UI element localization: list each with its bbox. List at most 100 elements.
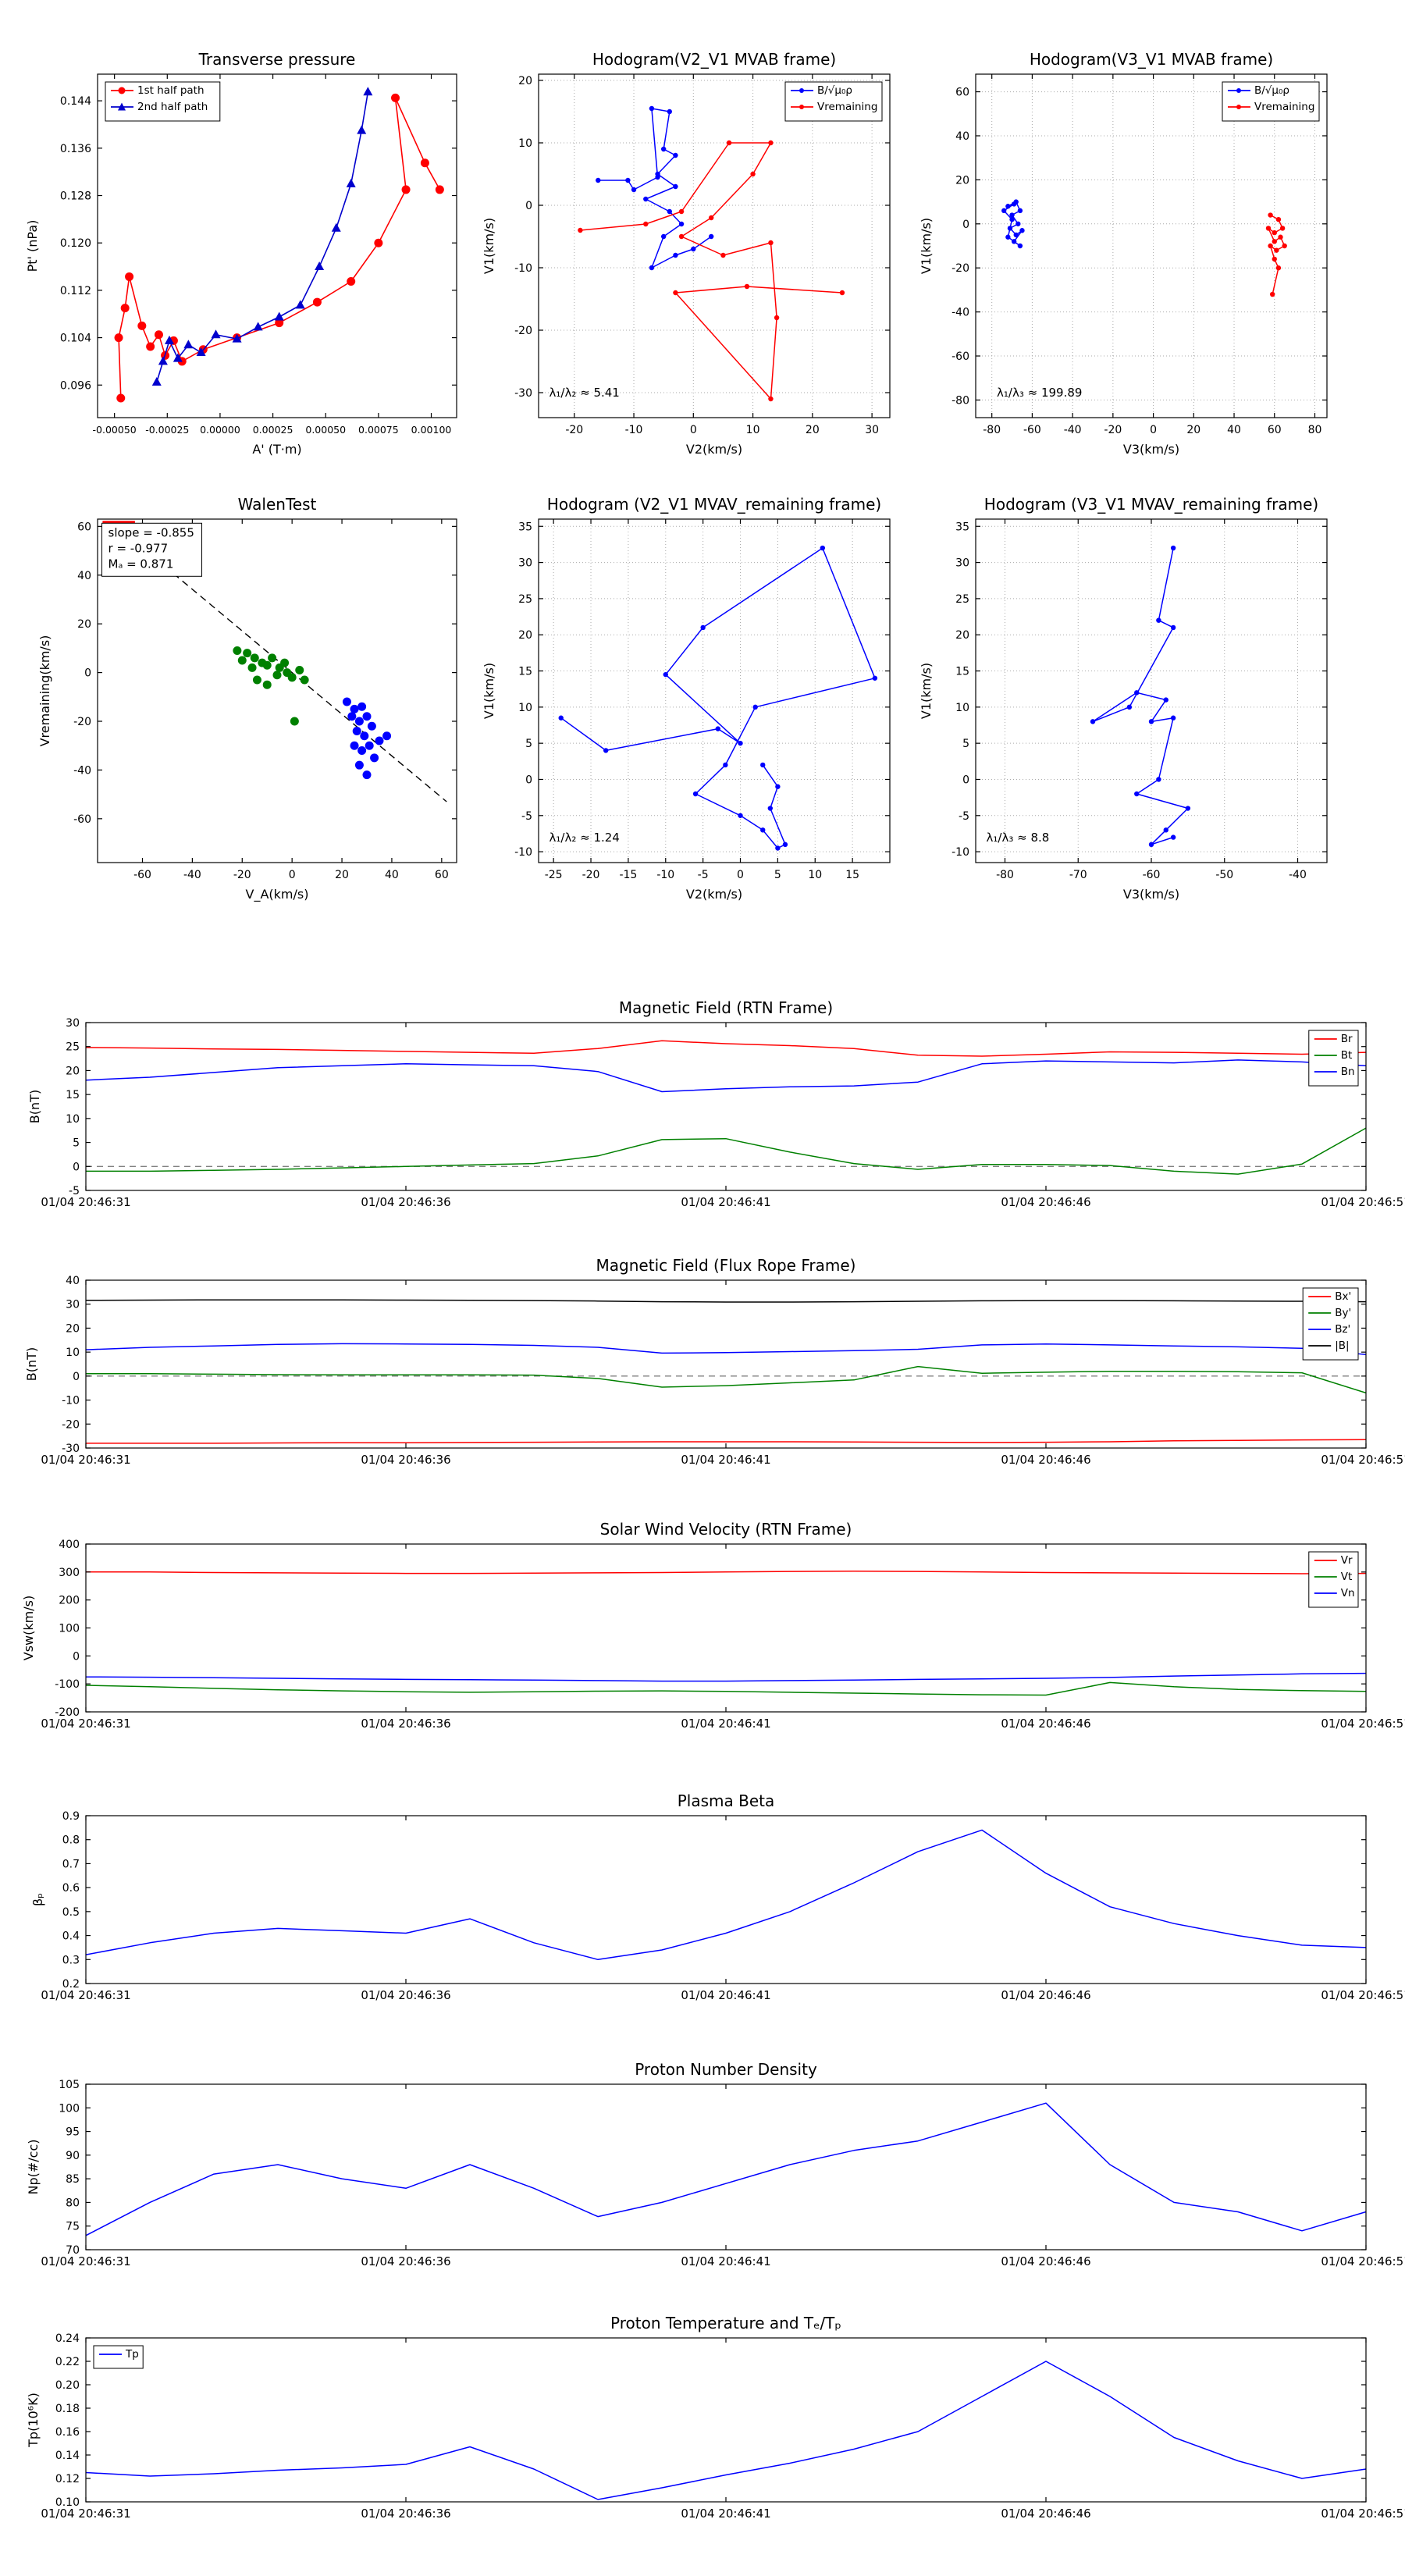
x-tick-label: -80 — [996, 869, 1014, 881]
x-tick-label: 0 — [737, 869, 744, 881]
legend-label: |B| — [1335, 1340, 1349, 1352]
y-tick-label: 0.3 — [62, 1954, 80, 1966]
y-tick-label: 0.7 — [62, 1858, 80, 1870]
series-Bt — [86, 1127, 1367, 1175]
y-tick-label: -5 — [521, 810, 532, 823]
panel-hodogram-v2v1-mvav: -25 -20 -15 -10 -5 0 5 10 15 -10 -5 0 5 10 15 20 25 30 35 H… — [482, 495, 891, 902]
x-tick-label: 0 — [289, 869, 296, 881]
x-tick-label: 01/04 20:46:41 — [681, 2507, 770, 2521]
y-tick-label: 0.120 — [60, 237, 91, 250]
y-tick-label: -20 — [951, 262, 969, 275]
y-axis-label: V1(km/s) — [482, 663, 496, 719]
y-axis-label: βₚ — [30, 1893, 45, 1906]
legend-label: 2nd half path — [137, 101, 208, 113]
y-tick-label: 0.112 — [60, 285, 91, 297]
y-tick-label: -40 — [951, 307, 969, 319]
x-tick-label: 0.00025 — [253, 424, 293, 436]
y-tick-label: 10 — [66, 1113, 80, 1126]
x-tick-label: 40 — [1227, 424, 1241, 436]
y-tick-label: 100 — [59, 1623, 80, 1635]
y-tick-label: 0 — [525, 200, 532, 212]
y-axis-label: Tp(10⁶K) — [26, 2393, 41, 2448]
y-axis-label: V1(km/s) — [919, 218, 934, 274]
y-tick-label: 40 — [66, 1275, 80, 1287]
y-tick-label: -60 — [951, 350, 969, 363]
x-tick-label: 01/04 20:46:46 — [1001, 2254, 1090, 2268]
legend: Br Bt Bn — [1308, 1030, 1359, 1087]
y-tick-label: 0.18 — [55, 2403, 80, 2415]
legend-label: Br — [1341, 1033, 1353, 1045]
y-tick-label: 0.10 — [55, 2496, 80, 2509]
panel-title: Hodogram(V2_V1 MVAB frame) — [592, 50, 836, 69]
y-tick-label: 0.136 — [60, 143, 91, 155]
series-V-remaining — [1265, 212, 1287, 297]
y-tick-label: 10 — [518, 702, 532, 714]
panel-title: Hodogram (V3_V1 MVAV_remaining frame) — [984, 495, 1318, 514]
panel-title: Proton Temperature and Tₑ/Tₚ — [610, 2314, 841, 2332]
x-tick-label: 01/04 20:46:41 — [681, 1717, 770, 1731]
series-Bx-prime — [86, 1439, 1367, 1444]
y-tick-label: 60 — [77, 521, 91, 533]
y-tick-label: -60 — [73, 813, 91, 826]
y-tick-label: 40 — [955, 130, 969, 143]
x-tick-label: -20 — [565, 424, 583, 436]
legend: B/√μ₀ρ Vremaining — [1222, 81, 1320, 122]
y-tick-label: -10 — [514, 262, 532, 275]
x-tick-label: 01/04 20:46:46 — [1001, 1195, 1090, 1209]
x-tick-label: -40 — [1064, 424, 1082, 436]
panel-proton-density: 01/04 20:46:31 01/04 20:46:36 01/04 20:46:… — [26, 2060, 1405, 2268]
x-tick-label: -20 — [582, 869, 600, 881]
x-tick-label: 0 — [1150, 424, 1157, 436]
y-tick-label: 20 — [955, 629, 969, 642]
y-tick-label: 75 — [66, 2221, 80, 2233]
x-tick-label: 01/04 20:46:41 — [681, 1195, 770, 1209]
series-B-alfven — [596, 105, 714, 271]
panel-title: Magnetic Field (RTN Frame) — [619, 998, 833, 1017]
x-tick-label: 01/04 20:46:41 — [681, 1453, 770, 1467]
y-tick-label: 20 — [955, 174, 969, 187]
y-tick-label: 80 — [66, 2197, 80, 2209]
x-tick-label: -0.00025 — [145, 424, 189, 436]
x-tick-label: 01/04 20:46:51 — [1321, 2254, 1405, 2268]
y-tick-label: 30 — [66, 1017, 80, 1030]
x-tick-label: 01/04 20:46:31 — [41, 2254, 130, 2268]
y-tick-label: 0 — [84, 667, 91, 680]
y-axis-label: Pt' (nPa) — [25, 220, 40, 272]
x-tick-label: 01/04 20:46:46 — [1001, 1988, 1090, 2002]
x-tick-label: 0.00100 — [411, 424, 452, 436]
x-tick-label: -60 — [133, 869, 151, 881]
annotation-box — [101, 522, 203, 577]
series-B-magnitude — [85, 1299, 1367, 1303]
series-V-remaining — [578, 140, 845, 402]
panel-hodogram-v2v1-mvab: -20 -10 0 10 20 30 -30 -20 -10 0 10 20 Hodogram(V2_V… — [482, 50, 891, 457]
panel-title: Plasma Beta — [678, 1791, 775, 1810]
y-tick-label: 0 — [525, 774, 532, 786]
panel-mag-rtn: 01/04 20:46:31 01/04 20:46:36 01/04 20:46:… — [27, 998, 1405, 1209]
legend-label: Vn — [1341, 1587, 1355, 1599]
x-tick-label: 0 — [690, 424, 697, 436]
x-tick-label: 01/04 20:46:36 — [361, 2254, 450, 2268]
x-axis-label: V_A(km/s) — [246, 887, 309, 902]
panel-title: Magnetic Field (Flux Rope Frame) — [596, 1256, 856, 1275]
x-tick-label: -20 — [1104, 424, 1122, 436]
y-tick-label: 0 — [73, 1650, 80, 1663]
x-tick-label: 01/04 20:46:31 — [41, 1195, 130, 1209]
x-tick-label: 60 — [1268, 424, 1282, 436]
x-tick-label: 01/04 20:46:46 — [1001, 2507, 1090, 2521]
y-tick-label: -80 — [951, 394, 969, 407]
y-tick-label: 40 — [77, 570, 91, 582]
y-tick-label: 0.144 — [60, 95, 91, 108]
series-beta-p — [85, 1829, 1367, 1961]
y-tick-label: 20 — [66, 1065, 80, 1077]
x-tick-label: 01/04 20:46:36 — [361, 1717, 450, 1731]
x-tick-label: 20 — [335, 869, 349, 881]
x-tick-label: 01/04 20:46:51 — [1321, 1195, 1405, 1209]
y-tick-label: -20 — [73, 716, 91, 728]
y-tick-label: 25 — [66, 1041, 80, 1054]
x-tick-label: 5 — [774, 869, 781, 881]
y-tick-label: 0 — [962, 774, 969, 786]
series-second-half-points — [342, 697, 392, 780]
series-B-alfven — [1001, 199, 1025, 249]
legend-label: B/√μ₀ρ — [817, 84, 852, 97]
